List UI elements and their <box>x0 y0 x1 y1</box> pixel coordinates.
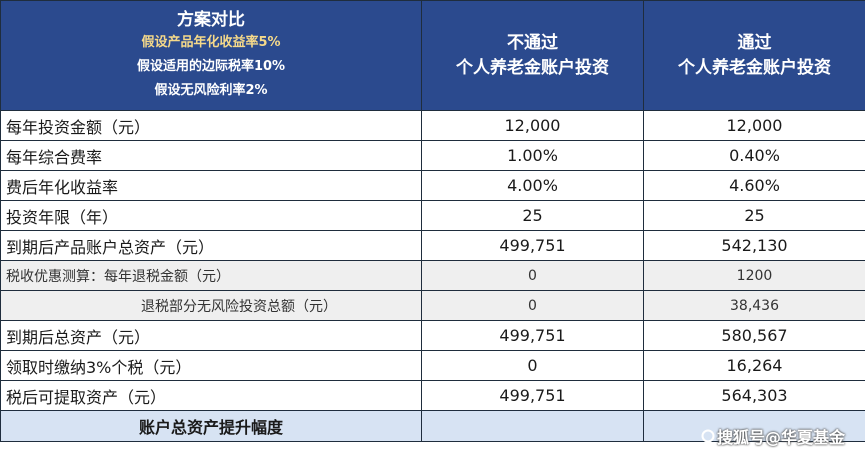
footer-label: 账户总资产提升幅度 <box>0 410 422 442</box>
header-scenario-cell: 方案对比 假设产品年化收益率5% 假设适用的边际税率10% 假设无风险利率2% <box>0 0 422 111</box>
value-without: 0 <box>421 350 644 381</box>
value-with: 38,436 <box>643 290 865 321</box>
table-row-product-assets: 到期后产品账户总资产（元） 499,751 542,130 <box>0 230 865 261</box>
value-with: 25 <box>643 200 865 231</box>
sohu-icon <box>701 428 715 447</box>
header-without-account: 不通过 个人养老金账户投资 <box>421 0 644 111</box>
value-without: 499,751 <box>421 320 644 351</box>
assumption-risk-free-rate: 假设无风险利率2% <box>154 82 268 98</box>
row-label: 税收优惠测算：每年退税金额（元） <box>0 260 422 291</box>
value-with: 0.40% <box>643 140 865 171</box>
value-with: 16,264 <box>643 350 865 381</box>
col-with-line2: 个人养老金账户投资 <box>678 57 831 78</box>
row-label: 投资年限（年） <box>0 200 422 231</box>
col-without-line2: 个人养老金账户投资 <box>456 57 609 78</box>
row-label: 税后可提取资产（元） <box>0 380 422 411</box>
value-without: 0 <box>421 260 644 291</box>
row-label: 退税部分无风险投资总额（元） <box>0 290 422 321</box>
table-title: 方案对比 <box>177 9 245 30</box>
table-row-tax-refund: 税收优惠测算：每年退税金额（元） 0 1200 <box>0 260 865 291</box>
col-without-line1: 不通过 <box>507 32 558 53</box>
row-label: 领取时缴纳3%个税（元） <box>0 350 422 381</box>
value-with: 564,303 <box>643 380 865 411</box>
row-label: 到期后总资产（元） <box>0 320 422 351</box>
table-row-annual-investment: 每年投资金额（元） 12,000 12,000 <box>0 110 865 141</box>
table-row-total-assets: 到期后总资产（元） 499,751 580,567 <box>0 320 865 351</box>
col-with-line1: 通过 <box>737 32 772 53</box>
watermark-text: 搜狐号@华夏基金 <box>716 428 845 447</box>
comparison-table: 方案对比 假设产品年化收益率5% 假设适用的边际税率10% 假设无风险利率2% … <box>0 0 865 442</box>
table-row-years: 投资年限（年） 25 25 <box>0 200 865 231</box>
table-row-after-tax-assets: 税后可提取资产（元） 499,751 564,303 <box>0 380 865 411</box>
value-with: 580,567 <box>643 320 865 351</box>
header-with-account: 通过 个人养老金账户投资 <box>643 0 865 111</box>
footer-row: 账户总资产提升幅度 <box>0 410 865 442</box>
footer-value-with <box>643 410 865 442</box>
value-with: 12,000 <box>643 110 865 141</box>
value-without: 499,751 <box>421 380 644 411</box>
value-without: 4.00% <box>421 170 644 201</box>
value-without: 12,000 <box>421 110 644 141</box>
table-row-fee-rate: 每年综合费率 1.00% 0.40% <box>0 140 865 171</box>
value-without: 0 <box>421 290 644 321</box>
table-row-withdrawal-tax: 领取时缴纳3%个税（元） 0 16,264 <box>0 350 865 381</box>
value-with: 542,130 <box>643 230 865 261</box>
row-label: 费后年化收益率 <box>0 170 422 201</box>
assumption-tax-rate: 假设适用的边际税率10% <box>136 58 286 74</box>
header-row: 方案对比 假设产品年化收益率5% 假设适用的边际税率10% 假设无风险利率2% … <box>0 0 865 111</box>
watermark: 搜狐号@华夏基金 <box>701 424 845 448</box>
value-without: 1.00% <box>421 140 644 171</box>
table-row-net-return: 费后年化收益率 4.00% 4.60% <box>0 170 865 201</box>
row-label: 每年综合费率 <box>0 140 422 171</box>
table-row-refund-investment: 退税部分无风险投资总额（元） 0 38,436 <box>0 290 865 321</box>
value-without: 499,751 <box>421 230 644 261</box>
row-label: 每年投资金额（元） <box>0 110 422 141</box>
assumption-return-rate: 假设产品年化收益率5% <box>141 34 281 50</box>
value-without: 25 <box>421 200 644 231</box>
footer-value-without <box>421 410 644 442</box>
row-label: 到期后产品账户总资产（元） <box>0 230 422 261</box>
value-with: 1200 <box>643 260 865 291</box>
value-with: 4.60% <box>643 170 865 201</box>
